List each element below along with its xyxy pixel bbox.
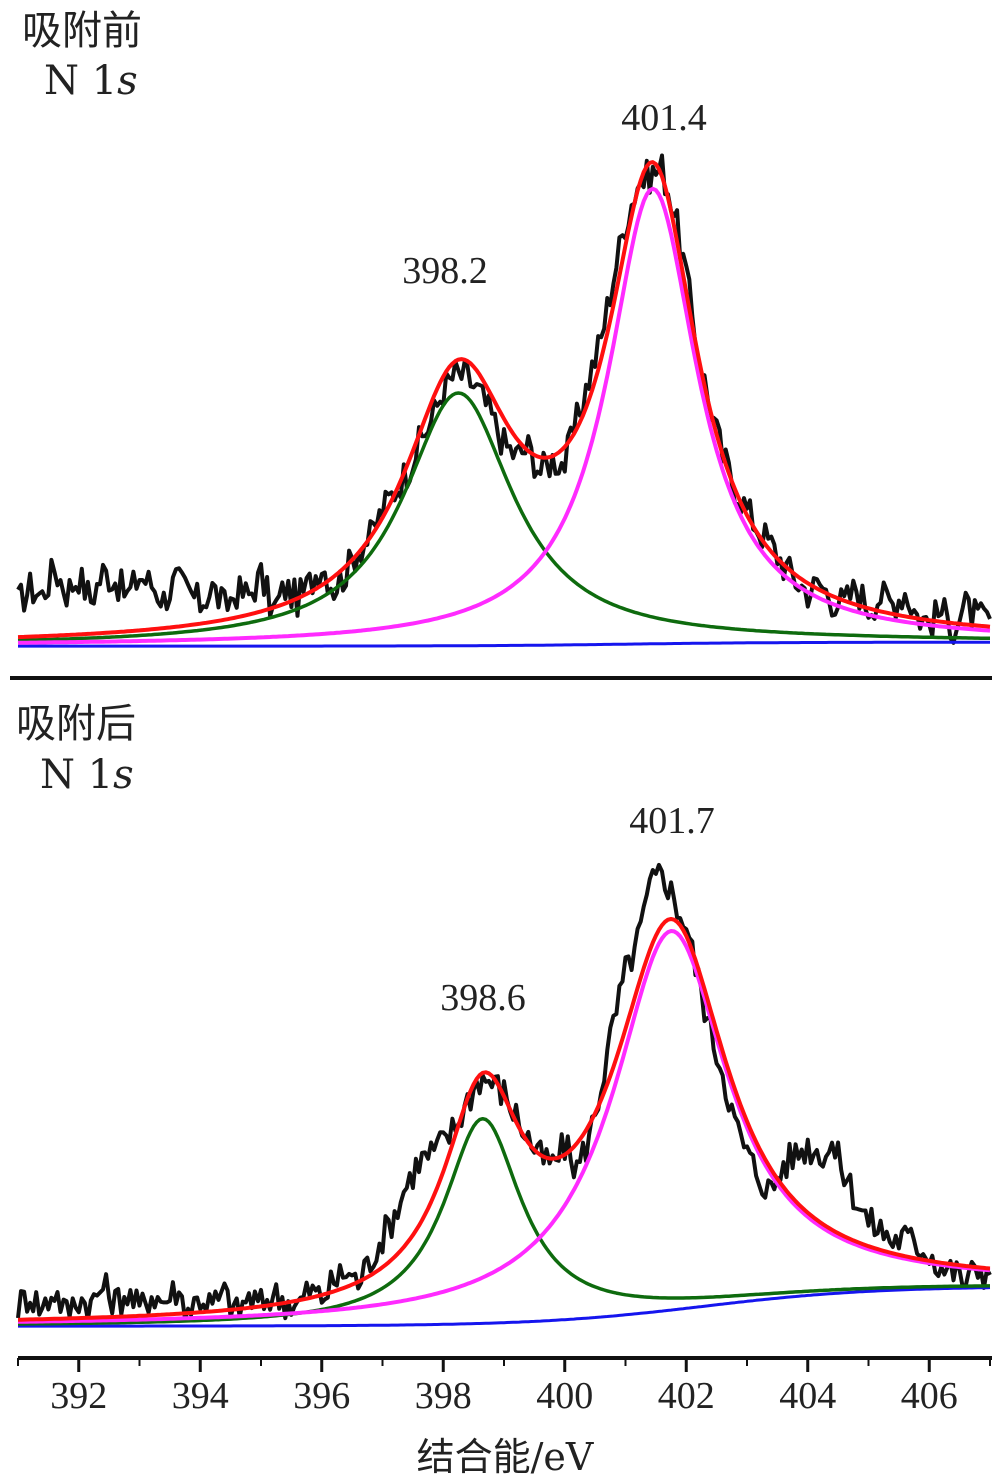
- x-ticks: 392 394 396 398 400 402 404 406: [17, 1358, 991, 1417]
- panel-title: 吸附后: [16, 701, 136, 747]
- series-layer: [16, 862, 992, 1328]
- x-tick-label: 394: [172, 1375, 229, 1417]
- fit-peak-1-line: [18, 1116, 990, 1326]
- x-tick-label: 400: [536, 1375, 593, 1417]
- peak-label-2: 401.7: [629, 800, 715, 842]
- x-tick-label: 406: [901, 1375, 958, 1417]
- peak-label-2: 401.4: [621, 97, 707, 139]
- fit-envelope-line: [18, 917, 991, 1322]
- panel-title: 吸附前: [22, 8, 142, 54]
- background-line: [18, 1286, 991, 1328]
- panel-subtitle: N 1s: [40, 752, 134, 798]
- x-axis: 392 394 396 398 400 402 404 406 结合能/eV: [17, 1356, 992, 1479]
- x-tick-label: 392: [50, 1375, 107, 1417]
- panel-before-adsorption: 吸附前 N 1s 398.2 401.4: [16, 8, 992, 648]
- peak-label-1: 398.2: [402, 250, 488, 292]
- panel-subtitle: N 1s: [44, 58, 138, 104]
- fit-envelope-line: [17, 160, 991, 640]
- raw-spectrum-line: [16, 862, 992, 1322]
- x-tick-label: 404: [779, 1375, 836, 1417]
- fit-peak-2-line: [18, 929, 991, 1324]
- fit-peak-1-line: [17, 391, 990, 643]
- panel-after-adsorption: 吸附后 N 1s 398.6 401.7: [16, 701, 992, 1328]
- peak-label-1: 398.6: [440, 977, 526, 1019]
- x-tick-label: 396: [293, 1375, 350, 1417]
- background-line: [18, 640, 990, 648]
- series-layer: [16, 153, 992, 648]
- fit-peak-2-line: [17, 186, 991, 645]
- x-tick-label: 402: [658, 1375, 715, 1417]
- x-axis-title: 结合能/eV: [417, 1435, 594, 1479]
- raw-spectrum-line: [16, 153, 992, 645]
- x-tick-label: 398: [415, 1375, 472, 1417]
